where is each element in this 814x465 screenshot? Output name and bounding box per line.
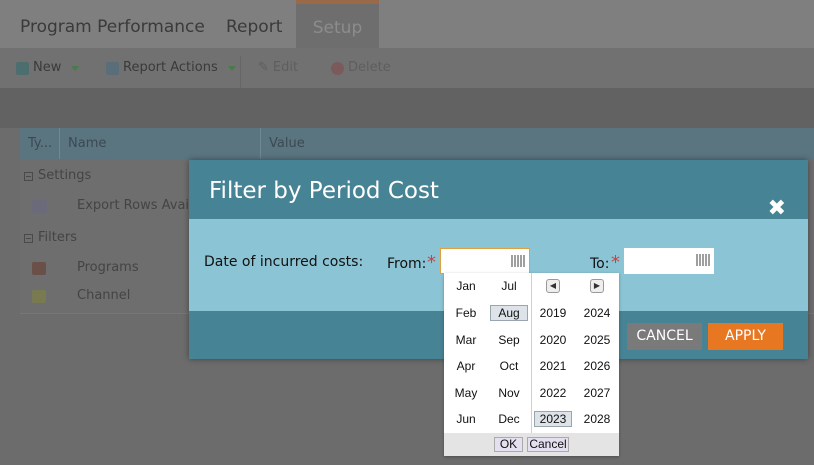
required-icon: * (611, 252, 620, 273)
month-option[interactable]: Nov (498, 386, 520, 400)
grid-header: Ty... Name Value (20, 128, 814, 159)
year-option[interactable]: 2020 (539, 333, 567, 347)
month-option[interactable]: Jul (501, 279, 517, 293)
row-name: Channel (77, 288, 131, 303)
picker-divider (531, 273, 532, 433)
toolbar-divider (240, 56, 241, 88)
picker-footer: OK Cancel (444, 433, 619, 456)
group-settings[interactable]: Settings (20, 162, 91, 190)
month-option[interactable]: Feb (455, 306, 477, 320)
tab-setup[interactable]: Setup (296, 0, 379, 48)
group-filters[interactable]: Filters (20, 224, 77, 252)
year-option[interactable]: 2023 (534, 411, 572, 427)
date-field-label: Date of incurred costs: (204, 254, 364, 270)
calendar-icon[interactable] (511, 255, 525, 267)
cancel-button[interactable]: CANCEL (627, 323, 702, 350)
to-date-input[interactable] (624, 248, 714, 274)
month-option[interactable]: Jan (456, 279, 476, 293)
year-option[interactable]: 2021 (539, 359, 567, 373)
close-icon[interactable]: ✖ (767, 196, 786, 221)
year-option[interactable]: 2019 (539, 306, 567, 320)
toolbar-band (0, 88, 814, 128)
delete-button[interactable]: Delete (331, 48, 391, 88)
table-row[interactable]: Channel (32, 282, 130, 310)
month-year-picker: ◀ ▶ Jan Jul Feb Aug Mar Sep Apr Oct May Nov Jun Dec… (444, 273, 619, 456)
edit-label: Edit (272, 60, 299, 75)
month-option[interactable]: Dec (498, 412, 520, 426)
required-icon: * (427, 252, 436, 273)
collapse-icon[interactable] (24, 233, 33, 243)
year-option[interactable]: 2028 (583, 412, 611, 426)
year-option[interactable]: 2025 (583, 333, 611, 347)
month-option[interactable]: Oct (499, 359, 519, 373)
column-name[interactable]: Name (60, 128, 261, 159)
tab-report[interactable]: Report (226, 17, 283, 37)
row-name: Export Rows Availa (77, 198, 201, 213)
programs-icon (32, 261, 46, 275)
new-icon (16, 61, 29, 75)
chevron-down-icon (227, 65, 236, 71)
chevron-down-icon (71, 65, 80, 71)
dialog-header: Filter by Period Cost ✖ (189, 160, 808, 221)
pencil-icon: ✎ (258, 60, 269, 75)
report-actions-icon (106, 61, 119, 75)
to-label: To: (590, 256, 610, 272)
month-option[interactable]: May (454, 386, 478, 400)
prev-years-icon[interactable]: ◀ (546, 279, 560, 293)
calendar-icon[interactable] (696, 254, 710, 266)
column-type[interactable]: Ty... (20, 128, 60, 159)
month-option[interactable]: Mar (455, 333, 477, 347)
picker-cancel-button[interactable]: Cancel (527, 437, 569, 452)
delete-icon (331, 61, 344, 75)
year-option[interactable]: 2026 (583, 359, 611, 373)
from-label: From: (387, 256, 427, 272)
tab-program-performance[interactable]: Program Performance (20, 17, 205, 37)
collapse-icon[interactable] (24, 171, 33, 181)
row-name: Programs (77, 260, 139, 275)
group-label: Settings (38, 168, 92, 183)
group-label: Filters (38, 230, 77, 245)
year-option[interactable]: 2022 (539, 386, 567, 400)
apply-button[interactable]: APPLY (708, 323, 783, 350)
month-option[interactable]: Apr (456, 359, 476, 373)
picker-ok-button[interactable]: OK (494, 437, 523, 452)
next-years-icon[interactable]: ▶ (590, 279, 604, 293)
from-date-input[interactable] (440, 248, 530, 274)
edit-button[interactable]: ✎ Edit (258, 48, 298, 88)
column-value[interactable]: Value (269, 136, 305, 151)
month-option[interactable]: Jun (456, 412, 476, 426)
report-actions-label: Report Actions (123, 60, 218, 75)
tab-bar: Program Performance Report Setup (0, 0, 814, 48)
channel-icon (32, 289, 46, 303)
month-option[interactable]: Aug (490, 305, 528, 321)
year-option[interactable]: 2027 (583, 386, 611, 400)
report-actions-button[interactable]: Report Actions (106, 48, 236, 88)
new-button[interactable]: New (16, 48, 80, 88)
month-option[interactable]: Sep (498, 333, 520, 347)
toolbar: New Report Actions ✎ Edit Delete (0, 48, 814, 88)
export-rows-icon (32, 199, 47, 213)
new-label: New (33, 60, 62, 75)
year-option[interactable]: 2024 (583, 306, 611, 320)
delete-label: Delete (348, 60, 391, 75)
table-row[interactable]: Export Rows Availa (32, 192, 201, 220)
dialog-title: Filter by Period Cost (209, 178, 439, 204)
table-row[interactable]: Programs (32, 254, 139, 282)
